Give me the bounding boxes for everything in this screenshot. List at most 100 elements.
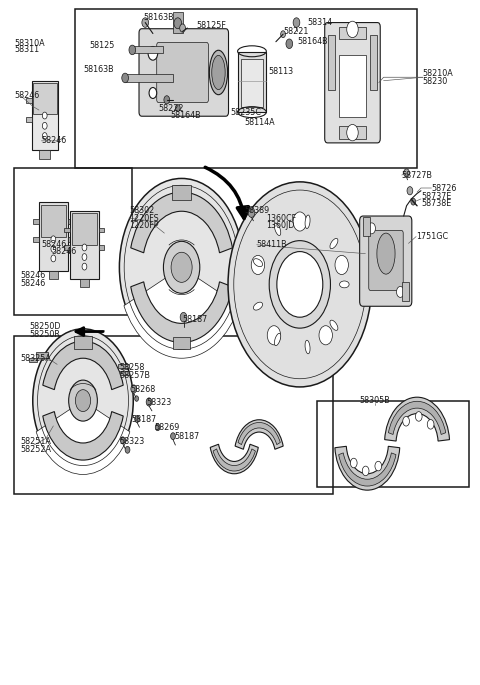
Circle shape [142, 18, 149, 27]
Circle shape [135, 396, 139, 401]
Bar [317, 401, 469, 488]
Bar [39, 202, 68, 271]
Wedge shape [235, 420, 283, 449]
Bar [241, 60, 263, 108]
Circle shape [163, 241, 200, 293]
Circle shape [174, 18, 181, 29]
Wedge shape [388, 401, 446, 434]
Ellipse shape [253, 259, 263, 266]
Circle shape [82, 253, 87, 260]
Text: 58210A: 58210A [423, 69, 454, 78]
Circle shape [267, 325, 281, 345]
Text: 58163B: 58163B [144, 12, 174, 22]
Ellipse shape [212, 55, 225, 90]
Circle shape [120, 178, 244, 356]
Circle shape [69, 380, 97, 421]
Circle shape [362, 466, 369, 475]
Ellipse shape [330, 238, 338, 249]
Circle shape [42, 133, 47, 140]
Circle shape [415, 412, 422, 421]
Ellipse shape [253, 302, 263, 310]
Circle shape [293, 18, 300, 27]
Text: 58246: 58246 [41, 240, 67, 249]
Ellipse shape [275, 223, 281, 236]
Bar [64, 245, 70, 250]
Circle shape [407, 186, 413, 195]
Text: 58268: 58268 [130, 385, 155, 394]
Text: 58269: 58269 [155, 423, 180, 432]
Circle shape [411, 198, 416, 205]
Text: 1220FP: 1220FP [129, 221, 158, 230]
Bar [119, 364, 129, 369]
Text: 58727B: 58727B [402, 171, 433, 179]
Wedge shape [213, 449, 255, 471]
Bar [75, 9, 417, 169]
FancyBboxPatch shape [369, 230, 403, 290]
Circle shape [228, 182, 372, 387]
Circle shape [33, 329, 133, 473]
Circle shape [129, 45, 136, 55]
Text: 58164B: 58164B [298, 37, 328, 46]
Text: 58726: 58726 [432, 184, 457, 192]
Bar [363, 216, 370, 236]
Text: 58187: 58187 [131, 414, 156, 423]
Ellipse shape [275, 334, 281, 346]
Circle shape [148, 47, 157, 60]
Circle shape [251, 256, 264, 275]
Bar [173, 12, 182, 33]
Bar [14, 336, 333, 495]
Ellipse shape [305, 340, 310, 353]
Bar [120, 371, 129, 375]
Circle shape [347, 21, 358, 38]
Wedge shape [124, 267, 240, 358]
Bar [339, 55, 366, 117]
Bar [173, 337, 190, 349]
Circle shape [146, 398, 152, 406]
Text: 58258: 58258 [120, 363, 145, 372]
Ellipse shape [209, 50, 228, 95]
Bar [74, 336, 92, 349]
Ellipse shape [377, 233, 395, 274]
Text: 58246: 58246 [51, 247, 76, 256]
Bar [68, 219, 72, 224]
Circle shape [319, 325, 333, 345]
Circle shape [347, 125, 358, 141]
Circle shape [75, 390, 91, 412]
Circle shape [149, 88, 157, 99]
Circle shape [335, 256, 348, 275]
Circle shape [404, 169, 409, 177]
Text: 58221: 58221 [283, 27, 309, 36]
Bar [172, 185, 191, 200]
Text: 58257B: 58257B [120, 371, 150, 379]
Wedge shape [339, 453, 396, 486]
Text: 58310A: 58310A [14, 38, 45, 47]
Text: 58323: 58323 [120, 437, 144, 446]
Bar [99, 227, 104, 232]
Bar [33, 84, 57, 114]
Text: 58250D: 58250D [29, 322, 61, 332]
Text: 58125F: 58125F [196, 21, 226, 30]
Text: 58235C: 58235C [230, 108, 262, 117]
Bar [36, 352, 48, 358]
Text: 58246: 58246 [21, 279, 46, 288]
Circle shape [42, 123, 47, 129]
Circle shape [248, 208, 255, 217]
Text: 58246: 58246 [41, 136, 67, 145]
Bar [41, 205, 66, 236]
Circle shape [131, 385, 137, 393]
Bar [39, 150, 50, 159]
Circle shape [175, 105, 180, 112]
Text: 58302: 58302 [129, 206, 154, 215]
Text: 58187: 58187 [174, 432, 199, 441]
Text: 58246: 58246 [21, 271, 46, 280]
Circle shape [170, 433, 175, 440]
FancyBboxPatch shape [360, 216, 412, 306]
FancyBboxPatch shape [139, 29, 228, 116]
Text: 1360CF: 1360CF [266, 214, 297, 223]
Bar [327, 35, 335, 90]
Bar [32, 82, 58, 150]
Bar [72, 213, 97, 245]
Circle shape [122, 73, 129, 83]
Bar [125, 74, 173, 82]
Text: 58187: 58187 [182, 315, 208, 325]
